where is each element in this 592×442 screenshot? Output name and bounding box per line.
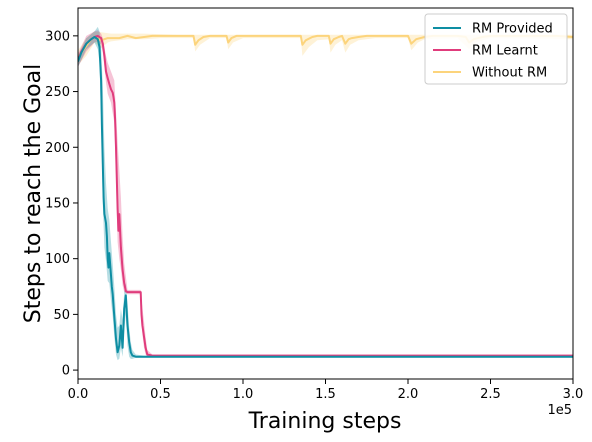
series-line-rm-provided — [78, 36, 573, 358]
x-tick-label: 0.0 — [68, 387, 89, 402]
x-tick-label: 1.0 — [233, 387, 254, 402]
y-tick-label: 0 — [62, 364, 70, 379]
legend: RM Provided RM Learnt Without RM — [424, 13, 568, 85]
y-tick-label: 300 — [45, 29, 70, 44]
y-axis-label: Steps to reach the Goal — [21, 64, 46, 323]
x-tick-label: 1.5 — [315, 387, 336, 402]
y-tick-label: 250 — [45, 85, 70, 100]
x-tick-label: 2.0 — [398, 387, 419, 402]
series-line-rm-learnt — [78, 34, 573, 357]
x-tick-label: 3.0 — [563, 387, 584, 402]
band-without-rm — [78, 31, 573, 65]
y-tick-label: 150 — [45, 196, 70, 211]
x-axis: 0.0 0.5 1.0 1.5 2.0 2.5 3.0 — [68, 379, 584, 402]
x-axis-label: Training steps — [248, 409, 402, 434]
x-tick-label: 0.5 — [150, 387, 171, 402]
legend-label: Without RM — [472, 66, 547, 81]
y-tick-label: 100 — [45, 252, 70, 267]
legend-label: RM Learnt — [472, 44, 538, 59]
y-axis: 0 50 100 150 200 250 300 — [45, 29, 78, 379]
y-tick-label: 200 — [45, 141, 70, 156]
x-axis-offset-label: 1e5 — [547, 403, 572, 418]
legend-label: RM Provided — [472, 22, 553, 37]
legend-box — [424, 13, 568, 85]
y-tick-label: 50 — [53, 308, 70, 323]
x-tick-label: 2.5 — [480, 387, 501, 402]
